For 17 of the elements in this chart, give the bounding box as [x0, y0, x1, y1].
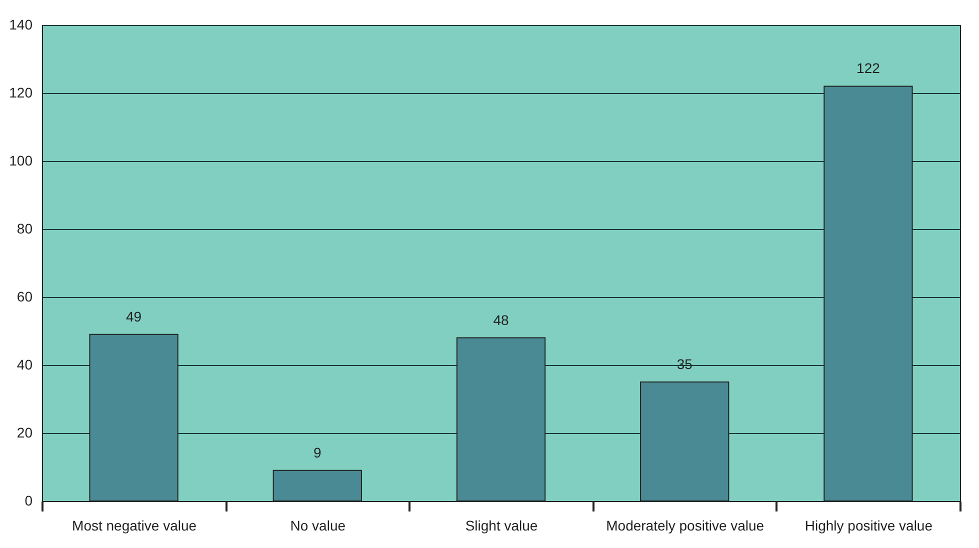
x-tick-label: Highly positive value	[804, 518, 933, 534]
y-tick-label: 40	[16, 356, 33, 372]
x-tick-label: Most negative value	[72, 518, 197, 534]
data-label: 49	[126, 308, 142, 324]
y-tick-label: 0	[24, 492, 33, 508]
data-label: 122	[856, 60, 880, 76]
x-tick-label: Moderately positive value	[606, 518, 764, 534]
y-tick-label: 100	[9, 152, 33, 168]
y-tick-label: 140	[9, 16, 33, 32]
y-tick-label: 80	[16, 220, 33, 236]
x-tick-label: No value	[290, 518, 346, 534]
x-tick-label: Slight value	[465, 518, 538, 534]
data-label: 48	[493, 312, 509, 328]
y-tick-label: 20	[16, 424, 33, 440]
data-label: 9	[314, 444, 322, 460]
y-tick-label: 120	[9, 84, 33, 100]
y-tick-label: 60	[16, 288, 33, 304]
